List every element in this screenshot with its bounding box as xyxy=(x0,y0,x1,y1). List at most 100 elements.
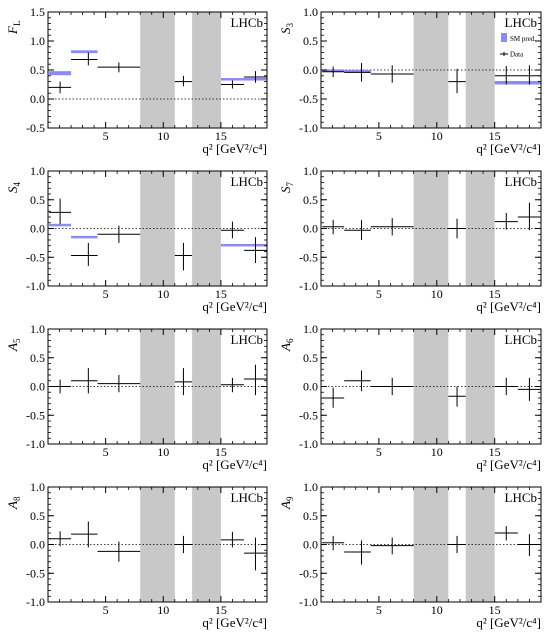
data-point xyxy=(220,531,244,548)
data-point xyxy=(517,377,541,401)
sm-prediction-band xyxy=(344,69,371,73)
y-tick-label: -1.0 xyxy=(26,595,45,609)
data-point xyxy=(370,537,414,555)
data-point xyxy=(344,540,371,565)
sm-prediction-band xyxy=(220,243,267,247)
x-tick-label: 5 xyxy=(103,603,109,617)
data-point xyxy=(344,219,371,240)
y-tick-label: 0.0 xyxy=(303,380,318,394)
y-tick-label: -1.0 xyxy=(299,437,318,451)
sm-prediction-band xyxy=(49,223,72,227)
data-point xyxy=(97,541,141,562)
y-axis-title: A9 xyxy=(278,496,295,510)
data-point xyxy=(174,535,193,554)
y-tick-label: 1.0 xyxy=(30,322,45,336)
y-tick-label: -0.5 xyxy=(299,250,318,264)
y-axis-title: A6 xyxy=(278,338,295,352)
x-tick-label: 15 xyxy=(489,287,501,301)
y-tick-label: 0.5 xyxy=(30,351,45,365)
data-point xyxy=(220,80,244,89)
x-tick-label: 5 xyxy=(376,603,382,617)
data-point xyxy=(220,221,244,239)
data-point xyxy=(49,81,72,94)
x-tick-label: 10 xyxy=(431,603,443,617)
y-tick-label: -0.5 xyxy=(26,408,45,422)
y-tick-label: 0.5 xyxy=(303,351,318,365)
x-tick-label: 15 xyxy=(489,129,501,143)
data-point xyxy=(49,531,72,547)
experiment-label: LHCb xyxy=(231,15,264,30)
y-tick-label: 1.0 xyxy=(303,5,318,19)
data-point xyxy=(448,68,466,94)
y-axis-title: S3 xyxy=(278,23,295,35)
x-axis-title: q² [GeV²/c⁴] xyxy=(202,615,267,630)
data-point xyxy=(494,377,518,396)
x-tick-label: 5 xyxy=(376,445,382,459)
y-tick-label: -0.5 xyxy=(26,121,45,135)
y-tick-label: -1.0 xyxy=(26,437,45,451)
experiment-label: LHCb xyxy=(505,332,538,347)
y-tick-label: 0.5 xyxy=(30,193,45,207)
data-point xyxy=(174,75,193,87)
data-point xyxy=(71,521,98,548)
data-point xyxy=(322,219,345,235)
y-tick-label: -1.0 xyxy=(26,279,45,293)
x-tick-label: 15 xyxy=(215,603,227,617)
data-point xyxy=(448,386,466,407)
y-tick-label: -0.5 xyxy=(26,566,45,580)
y-tick-label: 0.0 xyxy=(30,222,45,236)
y-tick-label: -1.0 xyxy=(299,279,318,293)
data-point xyxy=(97,375,141,393)
data-point xyxy=(322,66,345,77)
data-point xyxy=(49,198,72,224)
data-point xyxy=(370,218,414,236)
veto-region xyxy=(192,12,221,128)
data-point xyxy=(517,202,541,231)
y-tick-label: 1.5 xyxy=(30,5,45,19)
y-tick-label: 0.5 xyxy=(303,509,318,523)
x-tick-label: 10 xyxy=(157,603,169,617)
y-tick-label: 0.5 xyxy=(303,34,318,48)
experiment-label: LHCb xyxy=(231,332,264,347)
y-axis-title: FL xyxy=(5,21,22,35)
data-point xyxy=(243,237,267,263)
experiment-label: LHCb xyxy=(505,15,538,30)
data-point xyxy=(448,535,466,554)
data-point xyxy=(370,377,414,396)
y-axis-title: A8 xyxy=(5,496,22,510)
x-tick-label: 15 xyxy=(215,287,227,301)
data-point xyxy=(370,65,414,83)
x-tick-label: 10 xyxy=(157,445,169,459)
x-tick-label: 5 xyxy=(103,445,109,459)
y-tick-label: -0.5 xyxy=(26,250,45,264)
x-tick-label: 10 xyxy=(431,129,443,143)
x-tick-label: 10 xyxy=(157,129,169,143)
y-tick-label: 0.0 xyxy=(30,380,45,394)
experiment-label: LHCb xyxy=(231,490,264,505)
data-point xyxy=(243,364,267,396)
sm-prediction-band xyxy=(71,235,98,239)
data-point xyxy=(174,242,193,271)
y-tick-label: 0.0 xyxy=(303,222,318,236)
x-tick-label: 5 xyxy=(103,129,109,143)
legend-prediction-label: SM pred. xyxy=(510,35,536,43)
x-tick-label: 10 xyxy=(431,287,443,301)
data-point xyxy=(97,62,141,73)
y-tick-label: 1.0 xyxy=(30,164,45,178)
x-tick-label: 15 xyxy=(489,445,501,459)
y-axis-title: A5 xyxy=(5,338,22,352)
y-tick-label: -0.5 xyxy=(299,566,318,580)
x-axis-title: q² [GeV²/c⁴] xyxy=(476,299,541,314)
y-tick-label: 1.0 xyxy=(30,34,45,48)
data-point xyxy=(97,225,141,243)
y-tick-label: 1.0 xyxy=(30,480,45,494)
x-axis-title: q² [GeV²/c⁴] xyxy=(202,457,267,472)
data-point xyxy=(243,537,267,571)
experiment-label: LHCb xyxy=(505,174,538,189)
data-point xyxy=(494,65,518,85)
y-axis-title: S4 xyxy=(5,182,22,194)
